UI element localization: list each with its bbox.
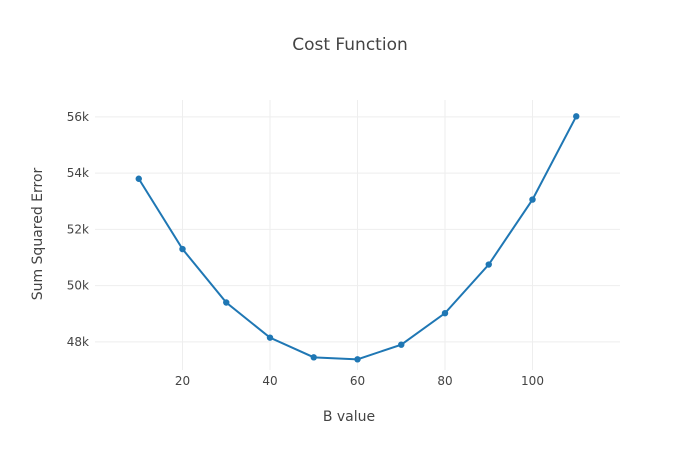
y-axis-ticks: 48k 50k 52k 54k 56k <box>67 110 89 349</box>
data-point <box>310 354 317 361</box>
y-tick-label: 56k <box>67 110 89 124</box>
x-tick-label: 80 <box>437 374 452 388</box>
data-point <box>179 245 186 253</box>
y-tick-label: 52k <box>67 222 89 236</box>
x-tick-label: 60 <box>350 374 365 388</box>
x-tick-label: 40 <box>262 374 277 388</box>
grid-lines <box>95 100 620 370</box>
x-axis-ticks: 20 40 60 80 100 <box>175 374 544 388</box>
data-point <box>529 196 536 203</box>
data-point <box>354 356 361 363</box>
y-tick-label: 50k <box>67 279 89 293</box>
data-point <box>573 113 580 120</box>
y-tick-label: 54k <box>67 166 89 180</box>
data-point <box>135 175 142 182</box>
data-point <box>485 261 492 268</box>
data-point <box>441 309 449 317</box>
chart-title: Cost Function <box>292 35 408 55</box>
x-tick-label: 100 <box>521 374 544 388</box>
y-axis-title: Sum Squared Error <box>30 167 46 300</box>
x-axis-title: B value <box>323 409 375 425</box>
series-layer <box>135 113 580 363</box>
data-point <box>398 341 405 348</box>
y-tick-label: 48k <box>67 335 89 349</box>
data-point <box>223 299 230 306</box>
x-tick-label: 20 <box>175 374 190 388</box>
data-point <box>266 334 274 341</box>
